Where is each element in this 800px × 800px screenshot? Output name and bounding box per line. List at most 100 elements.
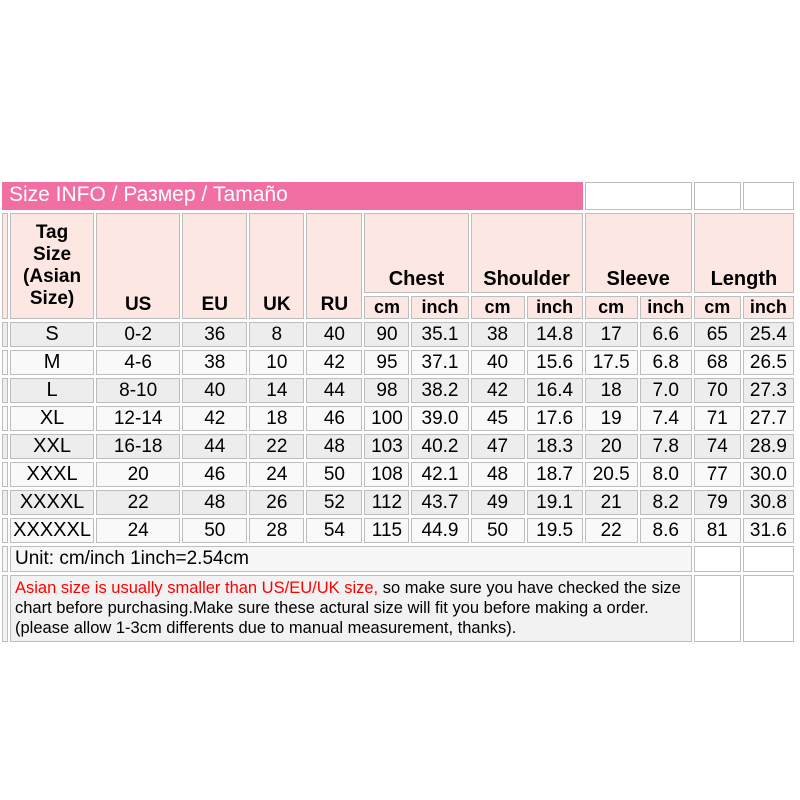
table-cell: 4-6 [96, 350, 181, 375]
size-table-footer: Unit: cm/inch 1inch=2.54cm Asian size is… [2, 546, 794, 642]
tag-size-cell: XL [10, 406, 95, 431]
column-header-us: US [96, 213, 181, 319]
table-cell: 50 [470, 518, 525, 543]
tag-size-cell: M [10, 350, 95, 375]
note-body-text: so make sure you have checked the size c… [15, 579, 681, 637]
table-cell: 50 [182, 518, 248, 543]
table-cell: 16-18 [96, 434, 181, 459]
table-cell: 31.6 [742, 518, 794, 543]
tag-size-cell: XXXL [10, 462, 95, 487]
subheader-sleeve-inch: inch [639, 296, 692, 319]
table-row: M 4-6 38 10 42 95 37.1 40 15.6 17.5 6.8 68 26.5 [2, 350, 794, 375]
table-cell: 20 [584, 434, 638, 459]
table-cell: 48 [182, 490, 248, 515]
empty-cell [742, 546, 794, 572]
unit-note: Unit: cm/inch 1inch=2.54cm [10, 546, 692, 572]
table-cell: 40 [306, 322, 363, 347]
table-cell: 22 [584, 518, 638, 543]
empty-cell [693, 575, 741, 642]
table-cell: 36 [182, 322, 248, 347]
column-header-ru: RU [306, 213, 363, 319]
table-cell: 28.9 [742, 434, 794, 459]
subheader-chest-inch: inch [411, 296, 469, 319]
table-cell: 46 [182, 462, 248, 487]
table-cell: 30.8 [742, 490, 794, 515]
table-cell: 22 [249, 434, 305, 459]
column-header-shoulder: Shoulder [470, 213, 583, 293]
table-cell: 42 [182, 406, 248, 431]
subheader-chest-cm: cm [364, 296, 410, 319]
subheader-sleeve-cm: cm [584, 296, 638, 319]
table-cell: 90 [364, 322, 410, 347]
edge-cell [2, 546, 8, 572]
table-cell: 112 [364, 490, 410, 515]
table-cell: 18 [249, 406, 305, 431]
table-cell: 7.0 [639, 378, 692, 403]
table-cell: 17.6 [526, 406, 583, 431]
table-cell: 22 [96, 490, 181, 515]
table-cell: 42 [470, 378, 525, 403]
table-cell: 28 [249, 518, 305, 543]
table-cell: 7.4 [639, 406, 692, 431]
table-cell: 17 [584, 322, 638, 347]
table-cell: 12-14 [96, 406, 181, 431]
table-cell: 19 [584, 406, 638, 431]
edge-cell [2, 378, 8, 403]
subheader-length-inch: inch [742, 296, 794, 319]
header-group-row: Tag Size (Asian Size) US EU UK RU Chest … [2, 213, 794, 319]
size-table-body: S 0-2 36 8 40 90 35.1 38 14.8 17 6.6 65 25.4 M 4-6 38 10… [2, 322, 794, 543]
table-cell: 50 [306, 462, 363, 487]
table-cell: 40.2 [411, 434, 469, 459]
table-cell: 49 [470, 490, 525, 515]
size-note: Asian size is usually smaller than US/EU… [10, 575, 692, 642]
column-header-tag-size: Tag Size (Asian Size) [10, 213, 95, 319]
table-cell: 8 [249, 322, 305, 347]
table-cell: 40 [470, 350, 525, 375]
column-header-sleeve: Sleeve [584, 213, 692, 293]
table-cell: 17.5 [584, 350, 638, 375]
edge-cell [2, 490, 8, 515]
table-cell: 40 [182, 378, 248, 403]
table-cell: 100 [364, 406, 410, 431]
tag-size-cell: L [10, 378, 95, 403]
table-cell: 48 [470, 462, 525, 487]
table-cell: 103 [364, 434, 410, 459]
table-cell: 44.9 [411, 518, 469, 543]
table-row: S 0-2 36 8 40 90 35.1 38 14.8 17 6.6 65 25.4 [2, 322, 794, 347]
table-cell: 42.1 [411, 462, 469, 487]
table-cell: 46 [306, 406, 363, 431]
subheader-length-cm: cm [693, 296, 741, 319]
empty-cell [693, 546, 741, 572]
table-cell: 25.4 [742, 322, 794, 347]
edge-cell [2, 434, 8, 459]
table-row: XXXXL 22 48 26 52 112 43.7 49 19.1 21 8.2 79 30.8 [2, 490, 794, 515]
table-cell: 20 [96, 462, 181, 487]
tag-size-cell: XXXXXL [10, 518, 95, 543]
table-cell: 79 [693, 490, 741, 515]
edge-cell [2, 575, 8, 642]
table-cell: 18.3 [526, 434, 583, 459]
table-cell: 20.5 [584, 462, 638, 487]
column-header-eu: EU [182, 213, 248, 319]
table-cell: 81 [693, 518, 741, 543]
table-cell: 52 [306, 490, 363, 515]
table-cell: 54 [306, 518, 363, 543]
table-cell: 19.1 [526, 490, 583, 515]
edge-cell [2, 322, 8, 347]
unit-row: Unit: cm/inch 1inch=2.54cm [2, 546, 794, 572]
table-row: XXXL 20 46 24 50 108 42.1 48 18.7 20.5 8.0 77 30.0 [2, 462, 794, 487]
column-header-length: Length [693, 213, 794, 293]
table-cell: 108 [364, 462, 410, 487]
tag-size-cell: XXL [10, 434, 95, 459]
table-row: L 8-10 40 14 44 98 38.2 42 16.4 18 7.0 70 27.3 [2, 378, 794, 403]
table-cell: 74 [693, 434, 741, 459]
table-cell: 8.0 [639, 462, 692, 487]
table-cell: 30.0 [742, 462, 794, 487]
table-cell: 39.0 [411, 406, 469, 431]
table-cell: 26.5 [742, 350, 794, 375]
table-cell: 98 [364, 378, 410, 403]
notes-row: Asian size is usually smaller than US/EU… [2, 575, 794, 642]
table-cell: 38 [470, 322, 525, 347]
table-row: XL 12-14 42 18 46 100 39.0 45 17.6 19 7.4 71 27.7 [2, 406, 794, 431]
empty-cell [742, 575, 794, 642]
